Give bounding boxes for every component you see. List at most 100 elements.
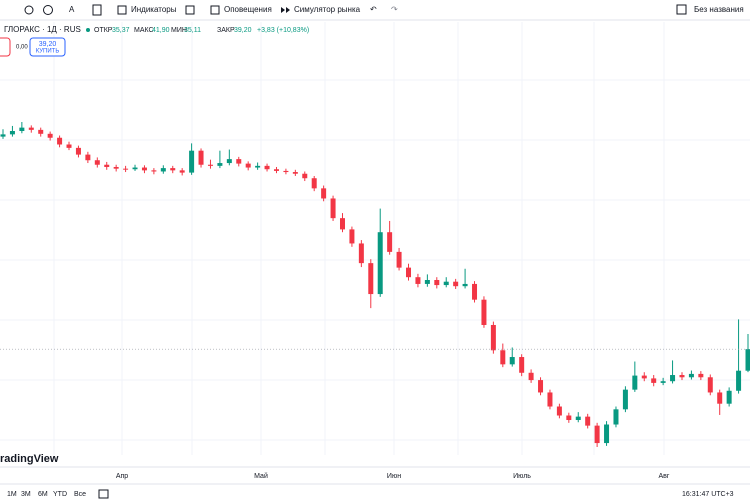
buy-price[interactable]: 39,20 xyxy=(39,41,57,48)
layout-name[interactable]: Без названия xyxy=(694,5,744,14)
time-axis: Апр Май Июн Июль Авг xyxy=(116,472,670,480)
candle-body xyxy=(604,424,610,444)
candle-body xyxy=(217,163,223,166)
candle-body xyxy=(273,169,279,171)
market-status xyxy=(86,28,90,32)
candle-body xyxy=(123,168,129,170)
candle-body xyxy=(170,168,176,171)
candle-body xyxy=(302,173,308,179)
candle-body xyxy=(632,375,638,390)
chart-type-icon[interactable] xyxy=(92,4,102,16)
candle-body xyxy=(9,130,15,135)
candles xyxy=(0,122,750,447)
close-value: 39,20 xyxy=(234,27,252,34)
candle-body xyxy=(538,380,544,393)
layout-icon[interactable] xyxy=(676,4,687,15)
x-tick-label: Июн xyxy=(387,473,401,480)
candle-body xyxy=(349,229,355,244)
alerts-button[interactable]: Оповещения xyxy=(224,5,272,14)
eye-icon[interactable] xyxy=(24,5,34,15)
grid xyxy=(0,22,750,455)
high-value: 41,90 xyxy=(152,27,170,34)
redo-button[interactable]: ↷ xyxy=(391,5,398,14)
indicators-icon[interactable] xyxy=(117,5,127,15)
date-range-icon[interactable] xyxy=(98,489,109,499)
candle-body xyxy=(339,218,345,230)
undo-button[interactable]: ↶ xyxy=(369,5,377,14)
x-tick-label: Июль xyxy=(513,473,531,480)
buy-label[interactable]: КУПИТЬ xyxy=(36,49,60,55)
range-button[interactable]: YTD xyxy=(53,491,67,498)
candle-body xyxy=(519,357,525,373)
candle-body xyxy=(660,381,666,383)
range-button[interactable]: 3М xyxy=(21,491,31,498)
candle-body xyxy=(19,127,25,131)
simulator-button[interactable]: Симулятор рынка xyxy=(294,5,361,14)
indicators-button[interactable]: Индикаторы xyxy=(131,5,177,14)
candle-body xyxy=(424,280,430,284)
candle-body xyxy=(622,389,628,410)
range-button[interactable]: 6М xyxy=(38,491,48,498)
candle-body xyxy=(104,164,110,167)
x-tick-label: Май xyxy=(254,472,268,480)
candle-body xyxy=(698,373,704,378)
candle-body xyxy=(556,406,562,416)
candle-body xyxy=(75,147,81,155)
candle-body xyxy=(472,283,478,300)
simulator-icon[interactable] xyxy=(281,7,290,13)
clock: 16:31:47 UTC+3 xyxy=(682,491,734,498)
templates-icon[interactable] xyxy=(185,5,195,15)
drawing-icon[interactable]: A xyxy=(69,5,75,14)
open-label: ОТКР xyxy=(94,27,113,34)
low-value: 35,11 xyxy=(184,27,201,34)
symbol: ГЛОРАКС · 1Д · RUS xyxy=(4,25,81,34)
candle-body xyxy=(528,372,534,381)
candle-body xyxy=(613,409,619,425)
candle-body xyxy=(679,375,685,378)
watermark: radingView xyxy=(0,453,59,465)
candle-body xyxy=(490,324,496,351)
x-tick-label: Авг xyxy=(659,473,670,480)
candle-body xyxy=(141,167,147,171)
candle-body xyxy=(651,378,657,383)
x-tick-label: Апр xyxy=(116,473,128,480)
buy-button[interactable] xyxy=(29,37,66,57)
candle-body xyxy=(57,137,63,145)
candle-body xyxy=(189,150,195,173)
low-label: МИН xyxy=(171,27,187,34)
compare-icon[interactable] xyxy=(43,5,53,15)
candle-body xyxy=(745,349,750,371)
high-label: МАКС xyxy=(134,27,154,34)
candle-body xyxy=(47,133,53,138)
candle-body xyxy=(311,178,317,189)
candle-body xyxy=(132,167,138,170)
candle-body xyxy=(707,377,713,393)
candle-body xyxy=(226,159,232,164)
candle-body xyxy=(179,170,185,173)
candle-body xyxy=(245,163,251,168)
sell-button[interactable] xyxy=(0,37,11,57)
candle-body xyxy=(481,299,487,325)
candle-body xyxy=(66,144,72,148)
candle-body xyxy=(0,134,6,137)
candle-body xyxy=(547,392,553,407)
spread: 0,00 xyxy=(16,45,28,51)
candle-body xyxy=(321,188,327,199)
candle-body xyxy=(283,170,289,173)
range-button[interactable]: Все xyxy=(74,491,86,498)
candle-body xyxy=(151,170,157,172)
range-button[interactable]: 1М xyxy=(7,491,17,498)
candle-body xyxy=(500,350,506,365)
candle-body xyxy=(236,159,242,164)
candle-body xyxy=(198,150,204,165)
candle-body xyxy=(358,243,364,264)
candle-body xyxy=(641,375,647,379)
candle-body xyxy=(292,172,298,174)
candle-body xyxy=(688,373,694,378)
toolbar xyxy=(0,0,750,20)
candle-body xyxy=(443,281,449,286)
candle-body xyxy=(85,154,91,161)
alerts-icon[interactable] xyxy=(210,5,220,15)
